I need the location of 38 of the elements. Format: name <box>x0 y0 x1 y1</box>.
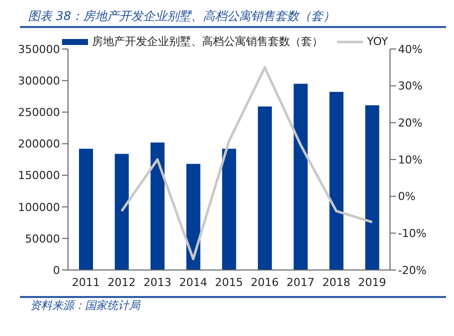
y-tick-label: 200000 <box>18 138 60 151</box>
x-tick-label: 2015 <box>215 276 243 289</box>
bar <box>258 106 272 270</box>
chart-title: 图表 38：房地产开发企业别墅、高档公寓销售套数（套） <box>27 8 336 25</box>
y2-tick-label: 10% <box>398 153 422 166</box>
y2-tick-label: 0% <box>398 190 416 204</box>
y-tick-label: 350000 <box>18 42 60 56</box>
x-tick-label: 2016 <box>250 276 279 289</box>
y-tick-label: 300000 <box>18 74 60 88</box>
y2-tick-label: 20% <box>398 116 422 130</box>
bar <box>79 148 93 270</box>
legend-label: 房地产开发企业别墅、高档公寓销售套数（套） <box>92 34 324 49</box>
x-tick-label: 2017 <box>286 276 315 289</box>
x-tick-label: 2019 <box>358 276 386 289</box>
y2-tick-label: -20% <box>398 264 426 277</box>
x-tick-label: 2014 <box>179 276 208 289</box>
legend-label: YOY <box>367 35 388 48</box>
y-tick-label: 150000 <box>18 169 60 182</box>
x-tick-label: 2013 <box>143 276 172 289</box>
text: 资料来源：国家统计局 <box>29 298 142 313</box>
y2-tick-label: 30% <box>398 80 422 93</box>
bar <box>114 154 129 270</box>
bar <box>222 148 236 270</box>
line-series <box>120 66 374 260</box>
x-tick-label: 2018 <box>322 276 350 289</box>
y-tick-label: 0 <box>53 264 60 277</box>
y2-tick-label: -10% <box>398 227 426 240</box>
y2-tick-label: 40% <box>398 42 422 56</box>
x-tick-label: 2012 <box>108 276 136 289</box>
bar <box>150 142 165 270</box>
x-tick-label: 2011 <box>72 276 100 289</box>
bar <box>294 84 308 270</box>
bar <box>329 92 344 270</box>
bar <box>365 105 380 270</box>
y-tick-label: 250000 <box>18 106 60 120</box>
y-tick-label: 100000 <box>18 200 60 214</box>
y-tick-label: 50000 <box>25 232 60 246</box>
bar <box>186 164 200 270</box>
